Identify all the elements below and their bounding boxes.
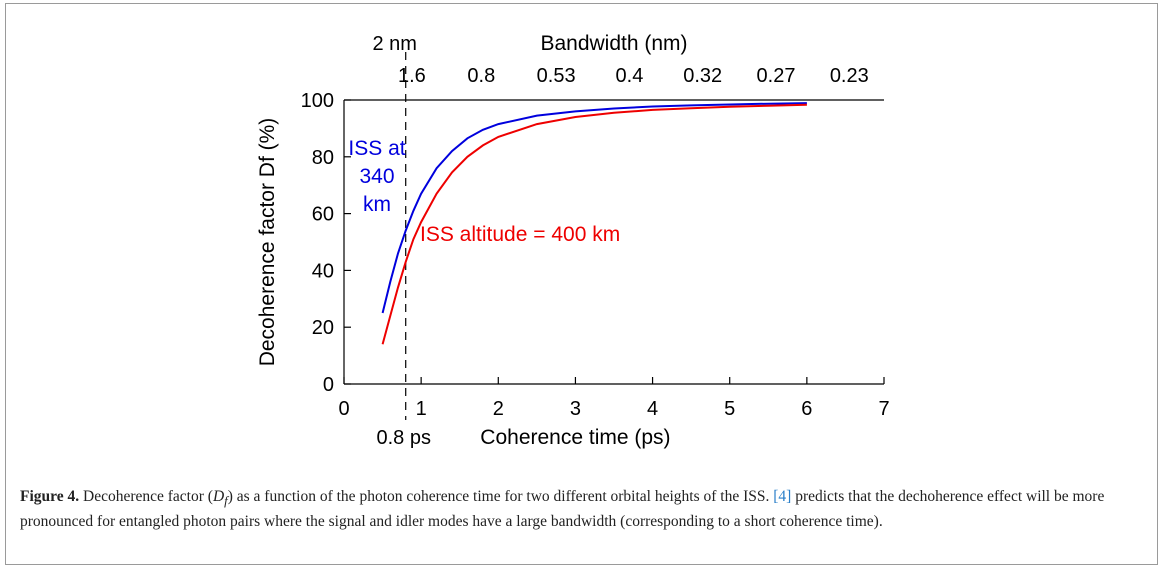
- top-axis-ticks: 1.6 0.8 0.53 0.4 0.32 0.27 0.23: [398, 65, 869, 87]
- marker-top-label: 2 nm: [372, 33, 416, 55]
- top-tick-label: 0.32: [683, 65, 722, 87]
- x-tick-label: 5: [724, 398, 735, 420]
- y-tick-label: 100: [301, 90, 334, 112]
- x-axis-ticks: 0 1 2 3 4 5 6 7: [338, 377, 890, 420]
- x-tick-label: 3: [570, 398, 581, 420]
- x-tick-label: 4: [647, 398, 658, 420]
- y-tick-label: 20: [312, 317, 334, 339]
- x-tick-label: 1: [416, 398, 427, 420]
- series-label-1: ISS altitude = 400 km: [420, 223, 620, 246]
- top-tick-label: 0.23: [830, 65, 869, 87]
- caption-df-subscript: f: [224, 493, 228, 509]
- caption-text-3: predicts that the dechoherence effect wi…: [20, 488, 1105, 531]
- caption-text-1: Decoherence factor (: [79, 488, 213, 505]
- marker-bottom-label: 0.8 ps: [376, 427, 430, 449]
- figure-frame: [5, 3, 1158, 565]
- top-tick-label: 0.4: [616, 65, 644, 87]
- x-tick-label: 7: [878, 398, 889, 420]
- top-tick-label: 0.8: [467, 65, 495, 87]
- series-line-0: [381, 102, 807, 314]
- y-tick-label: 60: [312, 204, 334, 226]
- top-tick-label: 0.27: [757, 65, 796, 87]
- plot-area: 0 1 2 3 4 5 6 7 0 20 40 60 80 100 1.6 0.8 0.53 0.4 0.32 0…: [301, 52, 890, 420]
- y-tick-label: 0: [323, 374, 334, 396]
- top-tick-label: 1.6: [398, 65, 426, 87]
- caption-df-symbol: D: [212, 488, 225, 505]
- figure-caption: Figure 4. Decoherence factor (Df) as a f…: [20, 486, 1140, 532]
- caption-text-2: ) as a function of the photon coherence …: [227, 488, 774, 505]
- top-tick-label: 0.53: [537, 65, 576, 87]
- x-axis-title: Coherence time (ps): [480, 426, 670, 449]
- caption-reference-link[interactable]: [4]: [773, 488, 792, 505]
- series-group: [381, 102, 807, 345]
- top-axis-title: Bandwidth (nm): [540, 32, 687, 55]
- series-label-0: 340: [359, 165, 394, 188]
- x-tick-label: 2: [493, 398, 504, 420]
- y-axis-ticks: 0 20 40 60 80 100: [301, 90, 351, 396]
- series-labels: ISS at 340 km ISS altitude = 400 km: [348, 137, 620, 246]
- series-label-0: ISS at: [348, 137, 405, 160]
- y-tick-label: 40: [312, 260, 334, 282]
- y-tick-label: 80: [312, 147, 334, 169]
- x-tick-label: 6: [801, 398, 812, 420]
- x-tick-label: 0: [338, 398, 349, 420]
- y-axis-title: Decoherence factor Df (%): [256, 118, 279, 367]
- caption-label: Figure 4.: [20, 488, 80, 505]
- series-line-1: [381, 103, 807, 345]
- chart: 0 1 2 3 4 5 6 7 0 20 40 60 80 100 1.6 0.8 0.53 0.4 0.32 0…: [256, 32, 890, 449]
- series-label-0: km: [363, 193, 391, 216]
